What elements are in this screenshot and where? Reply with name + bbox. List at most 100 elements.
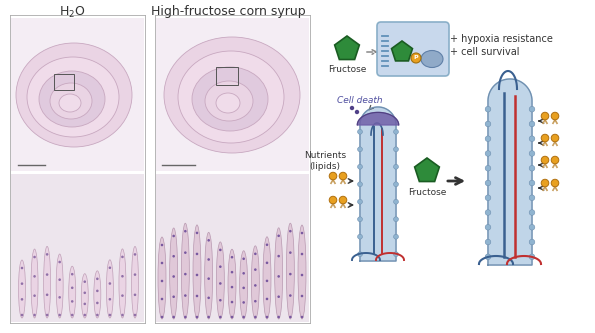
Ellipse shape [170, 228, 178, 319]
Circle shape [196, 232, 198, 234]
Circle shape [329, 196, 337, 204]
Polygon shape [334, 36, 359, 60]
Circle shape [173, 255, 175, 257]
Ellipse shape [178, 51, 284, 143]
Ellipse shape [217, 242, 224, 319]
Circle shape [208, 239, 210, 242]
Circle shape [173, 316, 175, 318]
Circle shape [289, 294, 292, 297]
Circle shape [71, 314, 74, 316]
Circle shape [83, 303, 86, 305]
Circle shape [58, 296, 61, 299]
Circle shape [121, 275, 124, 278]
Circle shape [529, 239, 535, 245]
Circle shape [242, 272, 245, 275]
Circle shape [254, 316, 256, 318]
Circle shape [358, 182, 362, 187]
Circle shape [529, 121, 535, 127]
Ellipse shape [298, 225, 306, 319]
Circle shape [529, 224, 535, 230]
Circle shape [529, 151, 535, 156]
Circle shape [266, 298, 268, 300]
Text: + cell survival: + cell survival [450, 47, 519, 57]
Circle shape [266, 280, 268, 282]
Text: Fructose: Fructose [408, 188, 446, 197]
Circle shape [485, 224, 491, 230]
Circle shape [21, 314, 23, 316]
FancyBboxPatch shape [377, 22, 449, 76]
Circle shape [161, 298, 163, 300]
Circle shape [300, 253, 303, 255]
Circle shape [109, 298, 111, 301]
Circle shape [231, 286, 233, 288]
Circle shape [254, 300, 256, 302]
Polygon shape [392, 41, 412, 61]
Circle shape [529, 195, 535, 200]
Circle shape [485, 254, 491, 260]
Circle shape [134, 293, 136, 296]
Circle shape [394, 147, 399, 152]
Circle shape [196, 274, 198, 276]
Circle shape [541, 112, 549, 120]
Circle shape [184, 273, 187, 275]
Polygon shape [415, 158, 439, 181]
Circle shape [196, 295, 198, 297]
Bar [54, 74, 74, 90]
Ellipse shape [18, 260, 26, 318]
Ellipse shape [263, 237, 271, 319]
Circle shape [33, 314, 36, 316]
Ellipse shape [164, 37, 300, 153]
Circle shape [71, 300, 74, 303]
Circle shape [300, 274, 303, 276]
Circle shape [339, 196, 347, 204]
Circle shape [277, 316, 280, 318]
Polygon shape [488, 79, 532, 265]
Circle shape [289, 273, 292, 275]
Circle shape [266, 261, 268, 264]
Circle shape [277, 295, 280, 298]
Circle shape [46, 253, 48, 256]
Circle shape [394, 252, 399, 257]
Circle shape [394, 234, 399, 239]
Circle shape [300, 232, 303, 234]
Circle shape [358, 199, 362, 204]
Ellipse shape [59, 94, 81, 112]
Circle shape [161, 280, 163, 282]
Circle shape [358, 130, 362, 134]
Circle shape [184, 230, 187, 232]
Circle shape [58, 261, 61, 263]
Circle shape [485, 166, 491, 171]
Ellipse shape [131, 246, 139, 318]
Circle shape [277, 275, 280, 278]
Ellipse shape [16, 43, 132, 147]
Circle shape [266, 243, 268, 246]
Ellipse shape [228, 249, 236, 319]
Ellipse shape [251, 246, 259, 319]
Circle shape [219, 316, 221, 318]
Circle shape [219, 299, 221, 301]
Circle shape [208, 296, 210, 299]
Circle shape [21, 298, 23, 301]
Text: + hypoxia resistance: + hypoxia resistance [450, 34, 553, 44]
Circle shape [339, 172, 347, 180]
Circle shape [134, 314, 136, 316]
Circle shape [161, 316, 163, 318]
Circle shape [58, 278, 61, 281]
Circle shape [21, 267, 23, 269]
Ellipse shape [192, 67, 268, 131]
Circle shape [485, 210, 491, 215]
Ellipse shape [216, 93, 240, 113]
Circle shape [529, 254, 535, 260]
Circle shape [134, 253, 136, 256]
Ellipse shape [43, 246, 51, 318]
Circle shape [219, 265, 221, 268]
Circle shape [485, 151, 491, 156]
Circle shape [551, 179, 559, 187]
Circle shape [83, 280, 86, 283]
Circle shape [358, 147, 362, 152]
Circle shape [96, 302, 99, 304]
Polygon shape [358, 113, 399, 125]
Circle shape [109, 282, 111, 285]
Ellipse shape [107, 260, 114, 318]
Circle shape [277, 234, 280, 237]
